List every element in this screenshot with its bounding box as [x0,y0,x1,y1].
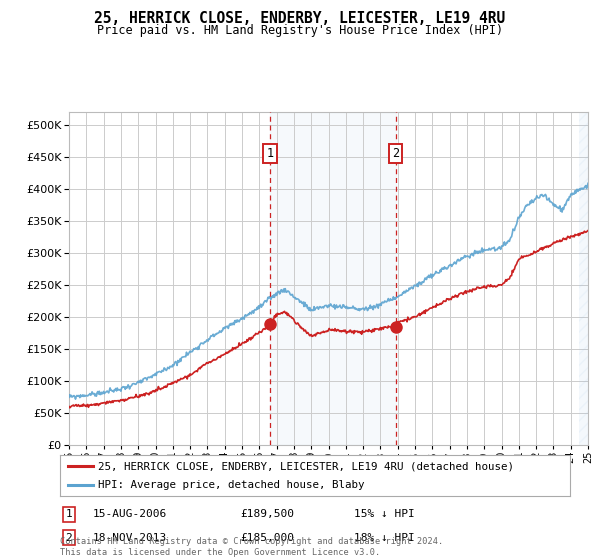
Text: 25, HERRICK CLOSE, ENDERBY, LEICESTER, LE19 4RU: 25, HERRICK CLOSE, ENDERBY, LEICESTER, L… [94,11,506,26]
Text: 15-AUG-2006: 15-AUG-2006 [93,509,167,519]
Text: HPI: Average price, detached house, Blaby: HPI: Average price, detached house, Blab… [98,480,365,489]
Text: 15% ↓ HPI: 15% ↓ HPI [354,509,415,519]
Bar [270,112,395,445]
Text: £189,500: £189,500 [240,509,294,519]
Text: 25, HERRICK CLOSE, ENDERBY, LEICESTER, LE19 4RU (detached house): 25, HERRICK CLOSE, ENDERBY, LEICESTER, L… [98,461,514,471]
Text: Price paid vs. HM Land Registry's House Price Index (HPI): Price paid vs. HM Land Registry's House … [97,24,503,36]
Text: 1: 1 [266,147,274,160]
Text: £185,000: £185,000 [240,533,294,543]
Text: 2: 2 [392,147,399,160]
Text: 18% ↓ HPI: 18% ↓ HPI [354,533,415,543]
Text: 18-NOV-2013: 18-NOV-2013 [93,533,167,543]
Text: Contains HM Land Registry data © Crown copyright and database right 2024.
This d: Contains HM Land Registry data © Crown c… [60,537,443,557]
Text: 1: 1 [65,509,73,519]
Text: 2: 2 [65,533,73,543]
